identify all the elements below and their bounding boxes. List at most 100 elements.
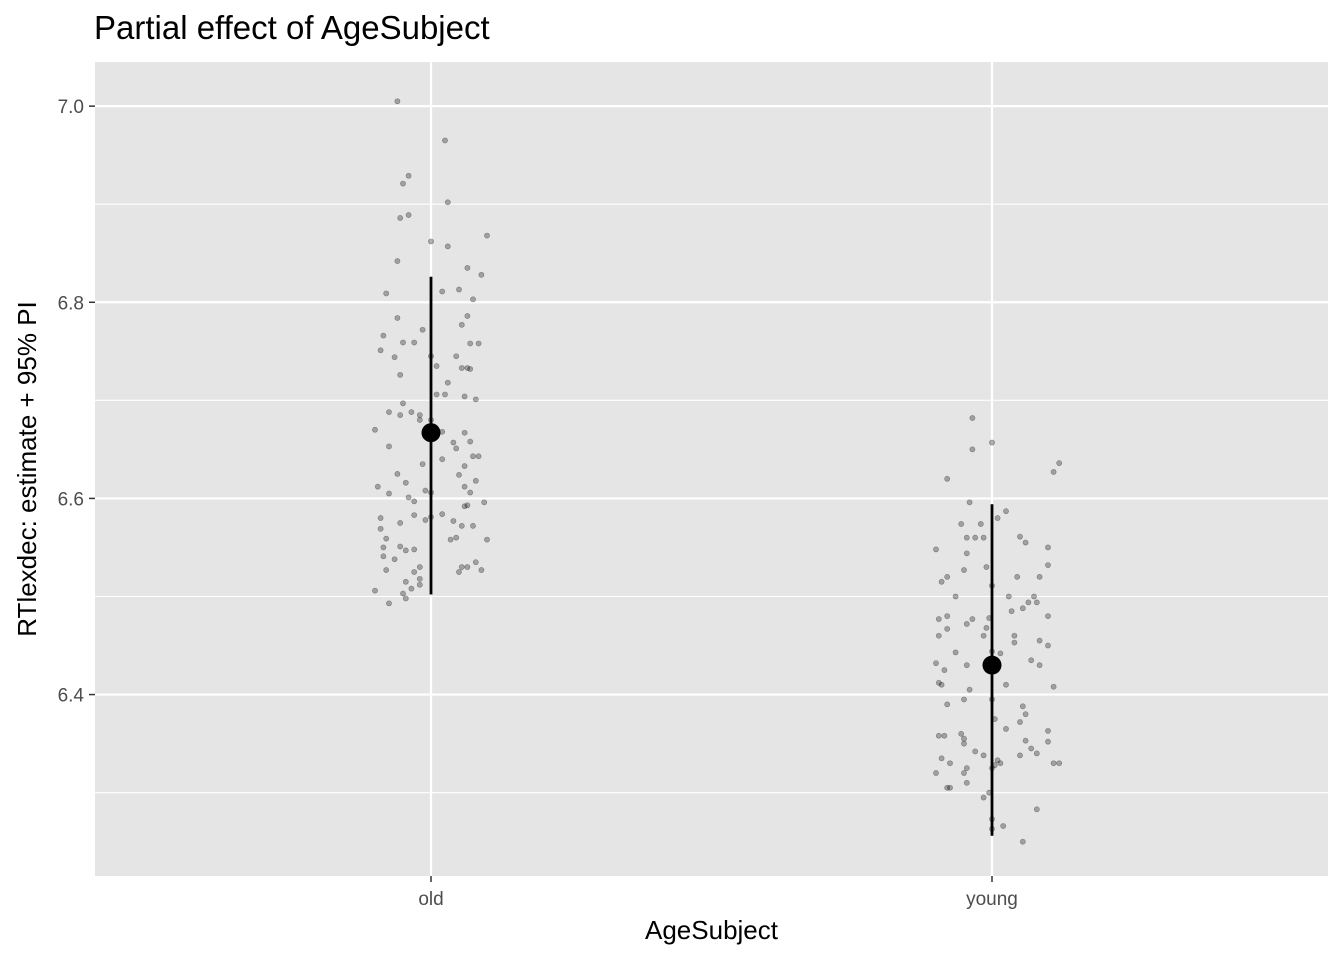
data-point <box>433 391 440 398</box>
data-point <box>933 660 939 667</box>
estimate-point-young <box>982 655 1002 675</box>
data-point <box>484 232 490 239</box>
data-point <box>391 556 398 563</box>
y-tick-label: 7.0 <box>58 97 84 118</box>
data-point <box>405 172 412 179</box>
data-point <box>453 353 460 360</box>
data-point <box>444 199 451 206</box>
data-point <box>458 522 465 529</box>
data-point <box>1014 573 1021 580</box>
data-point <box>980 794 987 801</box>
data-point <box>377 515 384 521</box>
data-point <box>1019 838 1026 845</box>
data-point <box>1033 750 1040 757</box>
data-point <box>464 564 471 570</box>
data-point <box>1028 745 1035 752</box>
data-point <box>484 536 490 543</box>
data-point <box>397 371 404 378</box>
data-point <box>952 649 959 656</box>
data-point <box>408 585 415 592</box>
data-point <box>989 439 995 446</box>
data-point <box>444 379 451 386</box>
data-point <box>394 258 401 264</box>
data-point <box>411 339 418 346</box>
data-point <box>386 409 392 416</box>
data-point <box>416 575 423 582</box>
data-point <box>961 696 967 703</box>
data-point <box>408 409 415 416</box>
data-point <box>402 479 409 486</box>
y-axis: 6.4 6.6 6.8 7.0 <box>58 97 95 707</box>
data-point <box>383 290 390 297</box>
data-point <box>416 581 423 588</box>
data-point <box>411 498 418 505</box>
data-point <box>472 396 479 403</box>
data-point <box>941 667 948 673</box>
data-point <box>1056 760 1063 767</box>
data-point <box>394 471 401 477</box>
data-point <box>397 215 404 221</box>
data-point <box>983 564 990 570</box>
data-point <box>1017 533 1023 540</box>
data-point <box>933 770 939 776</box>
data-point <box>372 587 378 594</box>
data-point <box>470 296 476 303</box>
data-point <box>944 613 951 620</box>
data-point <box>969 446 976 453</box>
data-point <box>1033 599 1040 606</box>
chart-title: Partial effect of AgeSubject <box>94 9 490 46</box>
data-point <box>461 429 468 436</box>
data-point <box>952 593 959 600</box>
data-point <box>461 503 468 510</box>
prediction-intervals <box>421 276 1002 836</box>
data-point <box>963 765 970 772</box>
data-point <box>966 499 973 506</box>
data-point <box>478 271 485 278</box>
data-point <box>969 616 976 622</box>
data-point <box>935 679 942 686</box>
data-point <box>397 520 404 526</box>
data-point <box>947 784 953 791</box>
data-point <box>963 779 970 786</box>
data-point <box>1036 637 1043 644</box>
data-point <box>442 391 448 398</box>
plot-panel <box>95 62 1328 876</box>
data-point <box>1045 727 1051 734</box>
data-point <box>1022 737 1029 744</box>
data-point <box>397 412 404 418</box>
data-point <box>439 288 446 295</box>
data-point <box>997 650 1004 657</box>
data-point <box>472 477 479 484</box>
data-point <box>935 732 942 739</box>
data-point <box>453 534 460 541</box>
data-point <box>461 463 468 469</box>
data-point <box>458 321 465 328</box>
data-point <box>1045 642 1051 649</box>
data-point <box>380 544 387 551</box>
y-tick-label: 6.8 <box>58 293 84 314</box>
data-point <box>961 567 967 573</box>
data-point <box>478 567 485 573</box>
data-point <box>428 238 434 245</box>
data-point <box>938 681 945 688</box>
data-point <box>472 559 479 566</box>
data-point <box>1017 719 1023 725</box>
data-point <box>941 732 948 739</box>
data-point <box>464 365 471 371</box>
data-point <box>938 578 945 585</box>
data-point <box>433 363 440 369</box>
data-point <box>961 740 967 747</box>
data-point <box>422 517 429 523</box>
data-point <box>1025 599 1032 606</box>
data-point <box>944 475 951 482</box>
data-point <box>961 770 967 776</box>
data-point <box>453 445 460 452</box>
data-point <box>1011 639 1018 646</box>
data-point <box>374 483 381 490</box>
data-point <box>1036 573 1043 580</box>
data-point <box>475 453 482 460</box>
x-tick-label: young <box>966 889 1018 910</box>
data-point <box>377 525 384 532</box>
data-point <box>980 752 987 759</box>
